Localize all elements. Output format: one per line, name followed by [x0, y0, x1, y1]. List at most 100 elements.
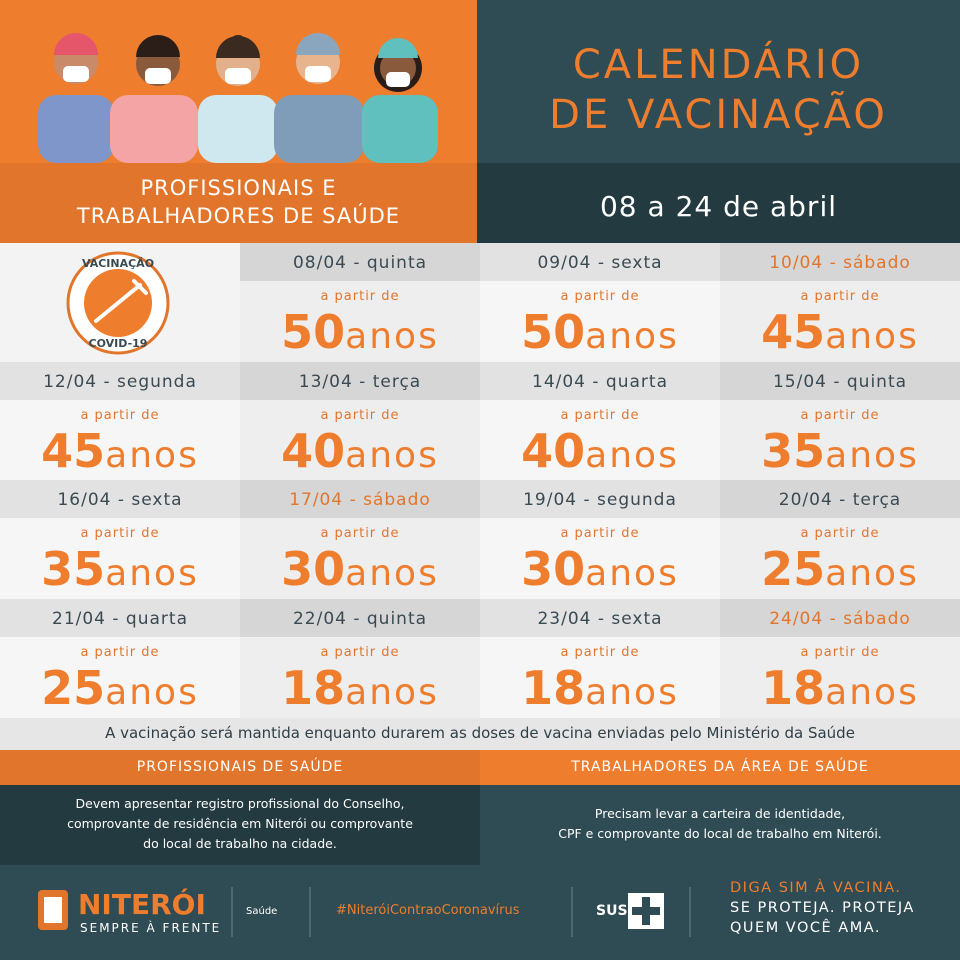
date-strip: [720, 598, 960, 637]
age: 40: [521, 423, 586, 478]
schedule-cell: 10/04 - sábado a partir de 45anos: [720, 243, 960, 362]
date: 23/04 - sexta: [537, 608, 663, 629]
date-strip: [720, 361, 960, 400]
age-line: 30anos: [240, 542, 480, 596]
age-line: 40anos: [480, 424, 720, 478]
unit: anos: [345, 553, 439, 594]
sus-logo: SUS: [596, 903, 628, 919]
title-panel: [477, 0, 960, 163]
schedule-cell: 19/04 - segunda a partir de 30anos: [480, 480, 720, 599]
schedule-cell: 12/04 - segunda a partir de 45anos: [0, 361, 240, 481]
date-panel: [477, 163, 960, 243]
age-line: 25anos: [0, 661, 240, 715]
prefix: a partir de: [560, 407, 640, 423]
age-line: 18anos: [720, 661, 960, 715]
date-strip: [240, 243, 480, 281]
group-text: Devem apresentar registro profissional d…: [75, 796, 405, 811]
prefix: a partir de: [80, 407, 160, 423]
age-line: 30anos: [480, 542, 720, 596]
date: 19/04 - segunda: [523, 490, 677, 510]
age-line: 50anos: [480, 305, 720, 359]
illustration-panel: [0, 0, 477, 163]
age: 50: [281, 305, 346, 359]
footer-bar: [0, 865, 960, 960]
age-line: 45anos: [720, 305, 960, 359]
age: 35: [41, 542, 106, 596]
unit: anos: [825, 553, 919, 594]
prefix: a partir de: [800, 526, 880, 541]
age: 35: [761, 423, 826, 478]
prefix: a partir de: [560, 526, 640, 541]
group-text: do local de trabalho na cidade.: [143, 836, 337, 851]
schedule-cell: 14/04 - quarta a partir de 40anos: [480, 361, 720, 481]
unit: anos: [825, 316, 919, 357]
schedule-cell: 08/04 - quinta a partir de 50anos: [240, 243, 480, 362]
group-text: comprovante de residência em Niterói ou …: [67, 816, 413, 831]
age: 40: [281, 423, 346, 478]
date: 15/04 - quinta: [772, 371, 908, 392]
badge-bottom: COVID-19: [89, 337, 148, 350]
badge-top: VACINAÇÃO: [82, 257, 154, 270]
hashtag: #NiteróiContraoCoronavírus: [336, 903, 520, 918]
schedule-cell: 13/04 - terça a partir de 40anos: [240, 361, 480, 481]
prefix: a partir de: [800, 407, 880, 423]
city-name: NITERÓI: [78, 888, 206, 921]
schedule-cell: 17/04 - sábado a partir de 30anos: [240, 480, 480, 599]
unit: anos: [825, 434, 919, 476]
group-body: [480, 785, 960, 865]
date: 17/04 - sábado: [289, 490, 431, 510]
unit: anos: [585, 316, 679, 357]
audience-title: TRABALHADORES DE SAÚDE: [76, 204, 401, 228]
prefix: a partir de: [320, 526, 400, 541]
city-motto: SEMPRE À FRENTE: [80, 921, 222, 935]
prefix: a partir de: [800, 289, 880, 304]
unit: anos: [585, 671, 679, 713]
date: 08/04 - quinta: [292, 253, 428, 273]
age: 30: [281, 542, 346, 596]
schedule-cell: 20/04 - terça a partir de 25anos: [720, 480, 960, 599]
notice: A vacinação será mantida enquanto durare…: [105, 724, 855, 742]
age: 18: [761, 660, 826, 715]
age-line: 50anos: [240, 305, 480, 359]
date-strip: [0, 361, 240, 400]
group-title: PROFISSIONAIS DE SAÚDE: [136, 759, 344, 775]
schedule-cell: 15/04 - quinta a partir de 35anos: [720, 361, 960, 481]
prefix: a partir de: [560, 644, 640, 660]
date: 12/04 - segunda: [43, 371, 197, 392]
group-title: TRABALHADORES DA ÁREA DE SAÚDE: [571, 759, 869, 775]
group-header: [0, 750, 480, 785]
audience-panel: [0, 163, 477, 243]
schedule-cell: 09/04 - sexta a partir de 50anos: [480, 243, 720, 362]
notice-strip: [0, 717, 960, 750]
age-line: 40anos: [240, 424, 480, 478]
slogan: SE PROTEJA. PROTEJA: [730, 900, 915, 916]
date-strip: [480, 361, 720, 400]
age-line: 35anos: [0, 542, 240, 596]
date: 21/04 - quarta: [52, 608, 188, 629]
schedule-cell: 23/04 - sexta a partir de 18anos: [480, 598, 720, 718]
unit: anos: [825, 671, 919, 713]
age: 50: [521, 305, 586, 359]
date: 09/04 - sexta: [537, 253, 663, 273]
date-strip: [240, 480, 480, 518]
age: 25: [41, 660, 106, 715]
unit: anos: [345, 671, 439, 713]
unit: anos: [585, 553, 679, 594]
prefix: a partir de: [80, 644, 160, 660]
group-body: [0, 785, 480, 865]
prefix: a partir de: [80, 526, 160, 541]
schedule-cell: 24/04 - sábado a partir de 18anos: [720, 598, 960, 718]
unit: anos: [345, 316, 439, 357]
date: 10/04 - sábado: [769, 253, 911, 273]
footer-graphics: [38, 887, 691, 937]
age-line: 35anos: [720, 424, 960, 478]
prefix: a partir de: [320, 289, 400, 304]
date-strip: [720, 243, 960, 281]
date-strip: [480, 480, 720, 518]
date-strip: [480, 598, 720, 637]
slogan: DIGA SIM À VACINA.: [730, 880, 902, 896]
age: 30: [521, 542, 586, 596]
age: 45: [41, 423, 106, 478]
age: 18: [521, 660, 586, 715]
date-strip: [0, 598, 240, 637]
